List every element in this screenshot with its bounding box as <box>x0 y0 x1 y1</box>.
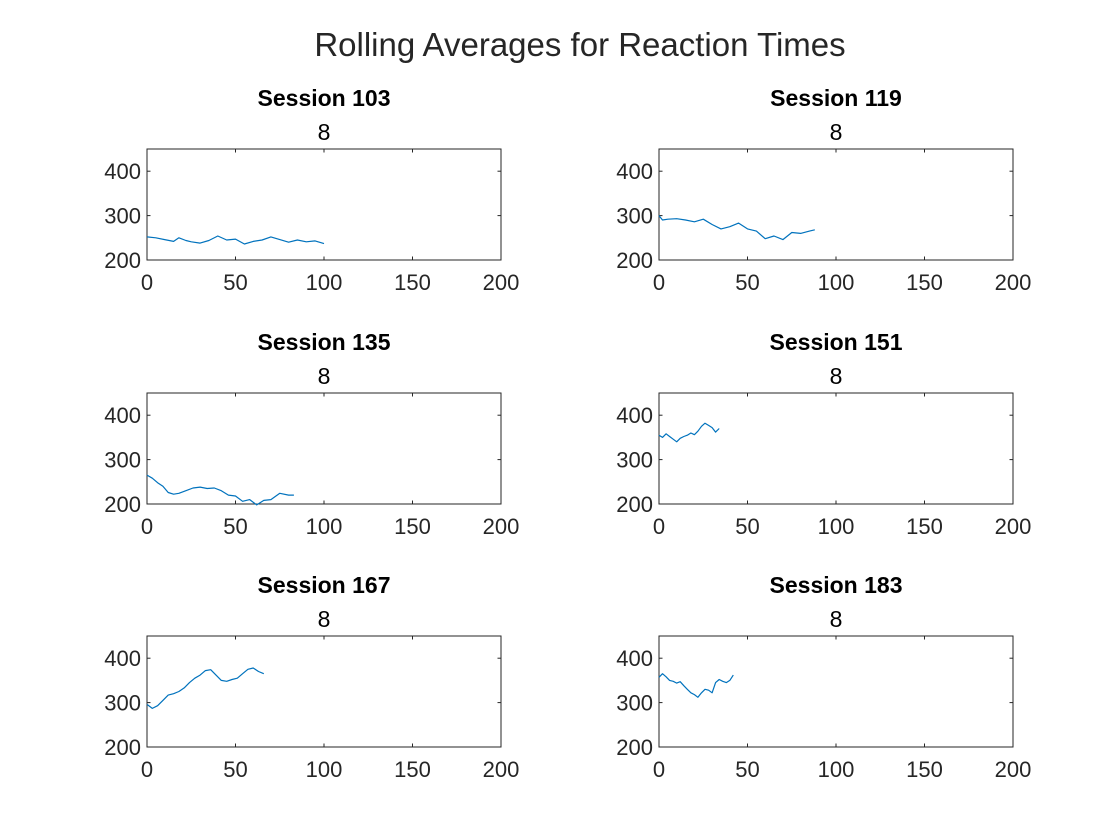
x-tick-label: 50 <box>735 270 759 295</box>
x-tick-label: 0 <box>141 270 153 295</box>
subplot-title: Session 135 <box>258 329 391 355</box>
x-tick-label: 100 <box>306 270 343 295</box>
series-line <box>146 235 325 245</box>
y-tick-label: 400 <box>616 403 653 428</box>
subplot-6: Session 183 8 0 50 100 150 200 200 300 400 <box>616 572 1031 782</box>
x-tick-label: 200 <box>995 757 1032 782</box>
x-tick-label: 200 <box>995 270 1032 295</box>
x-tick-label: 150 <box>906 757 943 782</box>
y-tick-label: 200 <box>616 735 653 760</box>
y-tick-label: 200 <box>616 248 653 273</box>
x-tick-label: 100 <box>818 270 855 295</box>
subplot-title: Session 119 <box>770 85 902 111</box>
subplot-subtitle: 8 <box>830 363 843 389</box>
series-line <box>658 215 815 241</box>
axes-box <box>658 392 1014 505</box>
x-tick-label: 0 <box>141 757 153 782</box>
x-tick-label: 150 <box>394 270 431 295</box>
y-tick-label: 200 <box>104 492 141 517</box>
x-tick-label: 50 <box>223 514 247 539</box>
subplot-subtitle: 8 <box>830 606 843 632</box>
y-tick-label: 300 <box>616 691 653 716</box>
x-tick-label: 50 <box>223 757 247 782</box>
series-line <box>658 673 734 698</box>
x-tick-label: 0 <box>653 514 665 539</box>
subplot-4: Session 151 8 0 50 100 150 200 200 300 400 <box>616 329 1031 539</box>
y-tick-label: 400 <box>104 646 141 671</box>
x-tick-label: 100 <box>306 757 343 782</box>
x-tick-label: 150 <box>394 514 431 539</box>
x-tick-label: 150 <box>906 514 943 539</box>
subplot-subtitle: 8 <box>318 606 331 632</box>
subplot-title: Session 183 <box>770 572 903 598</box>
y-tick-label: 300 <box>104 204 141 229</box>
x-tick-label: 0 <box>653 270 665 295</box>
y-tick-label: 200 <box>104 735 141 760</box>
subplot-title: Session 151 <box>770 329 903 355</box>
x-tick-label: 150 <box>394 757 431 782</box>
subplot-2: Session 119 8 0 50 100 150 200 200 300 400 <box>616 85 1031 295</box>
x-tick-label: 100 <box>818 514 855 539</box>
axes-box <box>658 148 1014 261</box>
y-tick-label: 300 <box>104 691 141 716</box>
x-tick-label: 200 <box>483 757 520 782</box>
x-tick-label: 50 <box>735 514 759 539</box>
axes-box <box>658 635 1014 748</box>
x-tick-label: 50 <box>223 270 247 295</box>
x-tick-label: 100 <box>818 757 855 782</box>
y-tick-label: 300 <box>616 448 653 473</box>
x-tick-label: 50 <box>735 757 759 782</box>
x-tick-label: 200 <box>483 514 520 539</box>
x-tick-label: 200 <box>483 270 520 295</box>
subplot-3: Session 135 8 0 50 100 150 200 200 300 400 <box>104 329 519 539</box>
axes-box <box>146 635 502 748</box>
y-tick-label: 200 <box>616 492 653 517</box>
figure-title: Rolling Averages for Reaction Times <box>314 26 845 63</box>
subplot-subtitle: 8 <box>830 119 843 145</box>
x-tick-label: 0 <box>653 757 665 782</box>
series-line <box>146 474 294 506</box>
y-tick-label: 400 <box>104 159 141 184</box>
y-tick-label: 200 <box>104 248 141 273</box>
y-tick-label: 400 <box>616 159 653 184</box>
series-line <box>658 422 720 443</box>
x-tick-label: 0 <box>141 514 153 539</box>
x-tick-label: 200 <box>995 514 1032 539</box>
subplot-title: Session 167 <box>258 572 391 598</box>
subplot-title: Session 103 <box>258 85 391 111</box>
subplot-subtitle: 8 <box>318 119 331 145</box>
x-tick-label: 150 <box>906 270 943 295</box>
subplot-5: Session 167 8 0 50 100 150 200 200 300 400 <box>104 572 519 782</box>
axes-box <box>146 392 502 505</box>
series-line <box>146 667 265 710</box>
y-tick-label: 400 <box>616 646 653 671</box>
y-tick-label: 300 <box>616 204 653 229</box>
subplot-subtitle: 8 <box>318 363 331 389</box>
x-tick-label: 100 <box>306 514 343 539</box>
y-tick-label: 400 <box>104 403 141 428</box>
y-tick-label: 300 <box>104 448 141 473</box>
subplot-1: Session 103 8 0 50 100 150 200 200 300 400 <box>104 85 519 295</box>
